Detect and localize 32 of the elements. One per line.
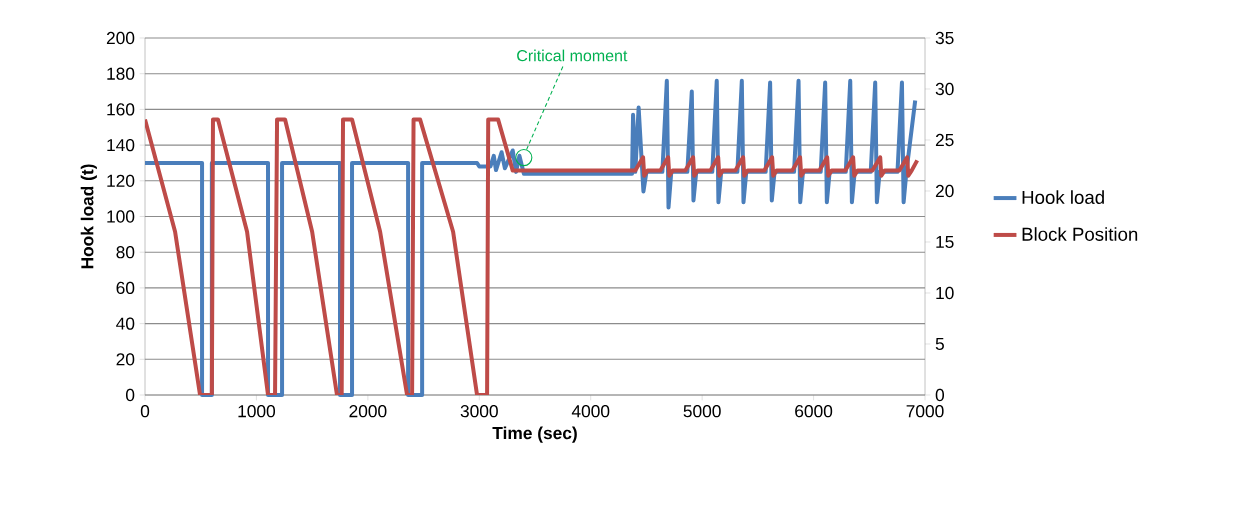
y-tick-label: 80 xyxy=(116,246,135,259)
y-tick-label: 20 xyxy=(116,353,135,366)
y-tick-label: 180 xyxy=(107,67,135,80)
y-tick-label: 60 xyxy=(116,281,135,295)
annotation: Critical moment xyxy=(517,49,628,62)
x-axis-title: Time (sec) xyxy=(492,426,577,443)
y2-tick-label: 5 xyxy=(935,337,944,351)
x-tick-label: 7000 xyxy=(906,405,944,418)
x-tick-label: 3000 xyxy=(460,405,498,418)
x-tick-label: 1000 xyxy=(238,405,276,418)
y2-tick-label: 35 xyxy=(935,31,954,45)
x-tick-label: 2000 xyxy=(349,405,387,418)
x-tick-label: 5000 xyxy=(683,405,721,418)
y-tick-label: 140 xyxy=(107,138,135,152)
y-tick-label: 160 xyxy=(107,103,135,116)
y2-tick-label: 30 xyxy=(935,82,954,96)
y-tick-label: 200 xyxy=(106,31,135,45)
x-tick-label: 4000 xyxy=(571,405,610,418)
legend-label: Block Position xyxy=(1022,227,1138,241)
x-tick-label: 0 xyxy=(140,405,150,418)
x-tick-label: 6000 xyxy=(795,405,833,418)
y2-tick-label: 15 xyxy=(936,235,954,249)
y-tick-label: 100 xyxy=(107,210,135,223)
legend-label: Hook load xyxy=(1022,190,1104,205)
y-tick-label: 120 xyxy=(107,174,135,187)
y2-tick-label: 0 xyxy=(935,388,945,402)
y-axis-title: Hook load (t) xyxy=(80,164,97,269)
y2-tick-label: 10 xyxy=(936,286,954,300)
y-tick-label: 40 xyxy=(116,317,135,330)
y2-tick-label: 20 xyxy=(935,184,954,198)
y-tick-label: 0 xyxy=(125,388,135,402)
y2-tick-label: 25 xyxy=(935,133,954,147)
